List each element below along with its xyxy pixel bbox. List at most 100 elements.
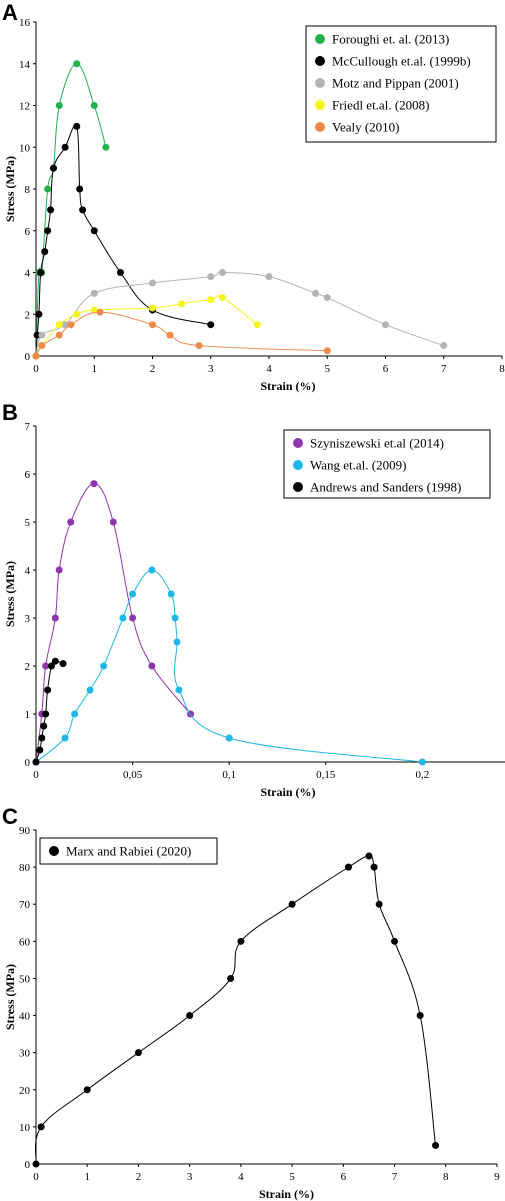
- data-point: [73, 310, 81, 318]
- y-tick-label: 90: [19, 825, 31, 837]
- data-point: [218, 294, 226, 302]
- legend-marker: [315, 100, 325, 110]
- data-point: [73, 122, 81, 130]
- data-point: [134, 1049, 142, 1057]
- legend-box: [283, 429, 491, 499]
- data-point: [86, 686, 94, 694]
- data-point: [61, 321, 69, 329]
- legend-entry: Marx and Rabiei (2020): [66, 844, 191, 859]
- data-point: [195, 342, 203, 350]
- y-tick-label: 12: [19, 101, 30, 113]
- series-3: [32, 269, 448, 360]
- legend: Foroughi et. al. (2013) McCullough et.al.…: [305, 25, 497, 143]
- legend-entry: McCullough et.al. (1999b): [332, 54, 471, 69]
- y-tick-label: 6: [25, 469, 31, 481]
- x-tick-label: 2: [136, 1171, 142, 1183]
- data-point: [90, 480, 98, 488]
- data-point: [375, 900, 383, 908]
- data-point: [55, 102, 63, 109]
- y-tick-label: 3: [25, 613, 31, 625]
- legend-marker: [315, 56, 325, 66]
- y-tick-label: 2: [25, 661, 31, 673]
- panel-label: A: [2, 0, 18, 25]
- x-tick-label: 8: [443, 1171, 449, 1183]
- x-axis-title: Strain (%): [259, 1187, 314, 1201]
- data-point: [67, 518, 75, 526]
- y-tick-label: 10: [19, 142, 31, 154]
- series-line: [34, 855, 437, 1165]
- y-tick-label: 0: [25, 757, 31, 769]
- data-point: [207, 296, 215, 304]
- data-point: [207, 273, 215, 281]
- y-tick-label: 0: [25, 1159, 31, 1171]
- data-point: [148, 566, 156, 574]
- x-tick-label: 0: [33, 769, 39, 781]
- data-point: [178, 300, 186, 308]
- data-point: [432, 1141, 440, 1149]
- data-point: [288, 900, 296, 908]
- data-point: [109, 518, 117, 526]
- data-point: [38, 342, 46, 350]
- legend-marker: [315, 78, 325, 88]
- x-tick-label: 0,1: [222, 769, 236, 781]
- data-point: [149, 304, 156, 312]
- x-tick-label: 9: [494, 1171, 500, 1183]
- x-axis-title: Strain (%): [261, 785, 316, 799]
- data-point: [218, 269, 226, 276]
- y-tick-label: 14: [19, 59, 31, 71]
- y-tick-label: 16: [19, 17, 31, 29]
- data-point: [418, 758, 426, 766]
- data-point: [32, 352, 40, 360]
- data-point: [149, 321, 156, 329]
- legend: Marx and Rabiei (2020): [39, 837, 218, 865]
- x-tick-label: 0: [33, 363, 39, 375]
- data-point: [100, 662, 108, 670]
- data-point: [40, 722, 48, 730]
- legend-box: [305, 25, 497, 143]
- x-tick-label: 5: [289, 1171, 295, 1183]
- legend-entry: Vealy (2010): [332, 120, 400, 135]
- y-tick-label: 50: [19, 973, 31, 985]
- legend-marker: [293, 460, 303, 470]
- data-point: [61, 734, 69, 742]
- series-line: [35, 124, 211, 357]
- data-point: [55, 566, 63, 574]
- legend-marker: [315, 34, 325, 44]
- x-tick-label: 7: [392, 1171, 398, 1183]
- x-tick-label: 0,15: [316, 769, 336, 781]
- data-point: [175, 686, 183, 694]
- series-line: [35, 271, 444, 357]
- data-point: [49, 164, 57, 172]
- legend-box: [39, 837, 218, 865]
- legend-marker: [293, 438, 303, 448]
- data-point: [44, 686, 52, 694]
- data-point: [323, 347, 331, 355]
- y-tick-label: 0: [25, 351, 31, 363]
- y-tick-label: 5: [25, 517, 31, 529]
- legend-entry: Foroughi et. al. (2013): [332, 32, 449, 47]
- data-point: [42, 662, 50, 670]
- data-point: [37, 1123, 45, 1131]
- x-tick-label: 3: [187, 1171, 193, 1183]
- legend-marker: [315, 122, 325, 132]
- data-point: [391, 937, 399, 945]
- data-point: [38, 734, 46, 742]
- data-point: [51, 657, 59, 665]
- data-point: [102, 143, 110, 151]
- panel-c: C 0 10 20 30 40 50 60 70 80 90 0 1 2 3 4 5 6 7 8 9 Strain (%)…: [2, 804, 500, 1201]
- y-tick-label: 6: [25, 226, 31, 238]
- x-tick-label: 5: [325, 363, 331, 375]
- x-tick-label: 0,05: [123, 769, 143, 781]
- data-point: [83, 1086, 91, 1094]
- legend-marker: [49, 846, 59, 856]
- series-5: [32, 308, 331, 360]
- data-point: [370, 863, 378, 871]
- y-tick-label: 8: [25, 184, 31, 196]
- data-point: [47, 662, 55, 670]
- legend-entry: Andrews and Sanders (1998): [310, 480, 461, 495]
- legend-entry: Szyniszewski et.al (2014): [310, 436, 444, 451]
- y-axis-title: Stress (MPa): [3, 561, 17, 627]
- data-point: [173, 638, 181, 646]
- data-point: [96, 308, 104, 316]
